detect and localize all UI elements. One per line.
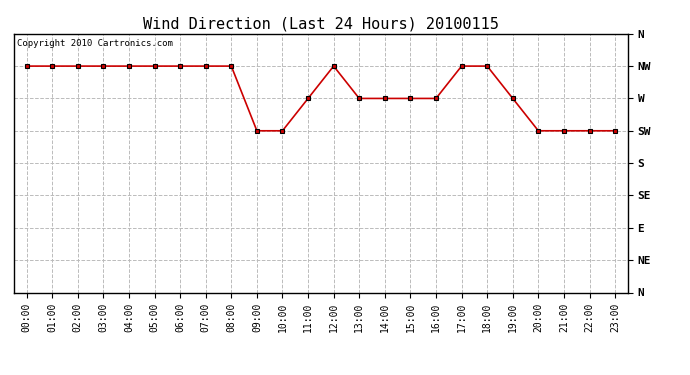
- Text: Copyright 2010 Cartronics.com: Copyright 2010 Cartronics.com: [17, 39, 172, 48]
- Title: Wind Direction (Last 24 Hours) 20100115: Wind Direction (Last 24 Hours) 20100115: [143, 16, 499, 31]
